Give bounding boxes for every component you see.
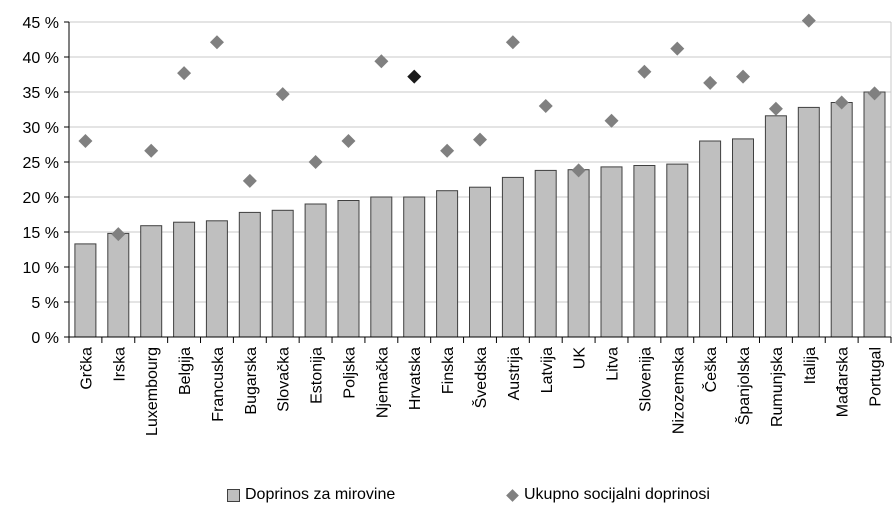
x-tick-label: Mađarska (835, 347, 852, 417)
diamond-point (407, 69, 422, 84)
diamond-point (177, 66, 192, 81)
diamond-point (736, 69, 751, 84)
x-tick-label: Rumunjska (769, 347, 786, 427)
bar (469, 186, 491, 338)
x-tick-label: Belgija (177, 347, 194, 395)
diamond-point (242, 173, 257, 188)
y-tick-label: 0 % (31, 330, 59, 347)
bar (501, 176, 524, 338)
x-tick-label: Španjolska (734, 347, 753, 425)
diamond-series (78, 13, 882, 242)
y-tick-label: 15 % (23, 225, 59, 242)
diamond-point (473, 132, 487, 147)
x-tick-label: UK (572, 347, 589, 370)
diamond-point (209, 35, 224, 50)
bar-series (74, 91, 886, 338)
x-tick-label: Hrvatska (407, 347, 424, 410)
diamond-point (111, 227, 126, 242)
diamond-point (867, 86, 882, 101)
x-tick-label: Litva (605, 347, 622, 381)
diamond-point (505, 35, 520, 50)
bar (863, 91, 886, 338)
diamond-point (703, 75, 718, 90)
bar (205, 220, 228, 338)
legend-bars-label: Doprinos za mirovine (245, 486, 396, 503)
x-tick-label: Finska (440, 347, 457, 394)
bar (797, 106, 820, 338)
y-tick-label: 20 % (23, 190, 59, 207)
bar (732, 138, 754, 338)
diamond-point (374, 54, 389, 69)
bar (699, 140, 722, 338)
x-tick-label: Češka (701, 347, 720, 392)
x-tick-label: Estonija (309, 347, 326, 404)
diamond-point (144, 143, 159, 158)
bar (74, 243, 97, 338)
bar (764, 115, 787, 338)
legend-diamonds-label: Ukupno socijalni doprinosi (524, 486, 710, 503)
diamond-point (801, 13, 816, 28)
diamond-point (670, 41, 685, 56)
bar (140, 225, 163, 338)
x-tick-label: Nizozemska (670, 347, 687, 434)
chart: 0 % 5 % 10 % 15 % 20 % 25 % 30 % 35 % 40 % 45 % G… (23, 13, 892, 436)
bar (534, 169, 557, 338)
x-tick-label: Poljska (342, 347, 359, 399)
bar (271, 209, 294, 338)
bar (337, 200, 360, 338)
y-tick-label: 40 % (23, 50, 59, 67)
bar (370, 196, 393, 338)
y-tick-label: 45 % (23, 15, 59, 32)
diamond-point (637, 64, 652, 79)
x-tick-label: Švedska (471, 347, 490, 408)
bar (436, 190, 459, 338)
legend-item-bars: Doprinos za mirovine (227, 486, 395, 504)
legend: Doprinos za mirovine Ukupno socijalni do… (0, 486, 892, 510)
bar (304, 203, 327, 338)
y-tick-label: 30 % (23, 120, 59, 137)
bar (666, 163, 689, 338)
x-tick-label: Slovenija (637, 347, 654, 412)
x-tick-label: Grčka (78, 347, 95, 390)
x-tick-label: Njemačka (374, 347, 391, 418)
x-axis: Grčka Irska Luxembourg Belgija Francuska Buga… (68, 336, 892, 436)
diamond-point (78, 134, 93, 148)
bar (173, 221, 196, 338)
y-tick-label: 10 % (23, 260, 59, 277)
bar (600, 166, 623, 338)
diamond-point (440, 143, 455, 158)
diamond-point (538, 99, 553, 113)
diamond-point (768, 101, 783, 116)
x-tick-label: Latvija (539, 347, 556, 393)
x-tick-label: Francuska (210, 347, 227, 422)
diamond-point (341, 134, 356, 148)
diamond-point (275, 87, 290, 102)
bar (107, 232, 130, 338)
x-tick-label: Bugarska (243, 347, 260, 415)
y-axis: 0 % 5 % 10 % 15 % 20 % 25 % 30 % 35 % 40 % 45 % (23, 15, 70, 347)
x-tick-label: Italija (802, 347, 819, 384)
legend-diamond-swatch (506, 488, 519, 502)
diamond-point (571, 163, 586, 178)
bar (567, 169, 590, 338)
x-tick-label: Portugal (868, 347, 885, 407)
x-tick-label: Luxembourg (144, 347, 161, 436)
bar (633, 165, 656, 338)
diamond-point (308, 155, 323, 169)
x-tick-label: Slovačka (276, 347, 293, 412)
bar (830, 102, 853, 338)
x-tick-label: Austrija (506, 347, 523, 400)
diamond-point (834, 95, 849, 110)
diamond-point (604, 113, 619, 128)
y-tick-label: 35 % (23, 85, 59, 102)
bar (403, 196, 426, 338)
y-tick-label: 5 % (31, 295, 59, 312)
legend-item-diamonds: Ukupno socijalni doprinosi (506, 486, 710, 504)
x-tick-label: Irska (111, 347, 128, 382)
legend-bar-swatch (227, 488, 240, 502)
bar (238, 211, 261, 338)
y-tick-label: 25 % (23, 155, 59, 172)
